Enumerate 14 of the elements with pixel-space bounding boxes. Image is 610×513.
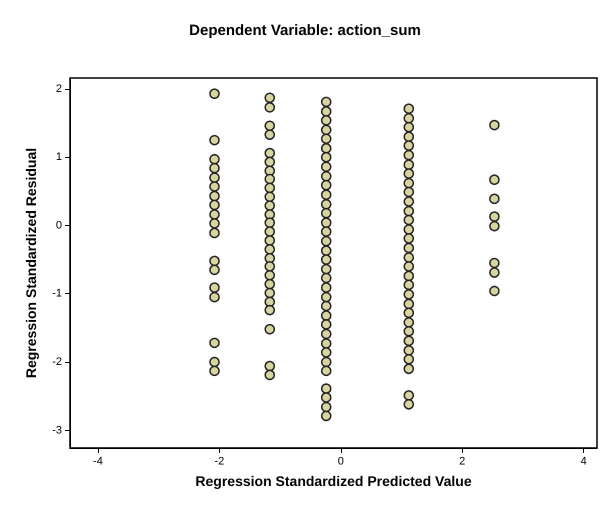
- y-tick-label: 2: [56, 82, 62, 95]
- x-tick-label: -4: [93, 456, 103, 468]
- x-tick-label: 0: [338, 456, 344, 468]
- y-tick-label: 1: [56, 151, 62, 164]
- y-axis-title: Regression Standardized Residual: [23, 148, 39, 378]
- x-axis-title: Regression Standardized Predicted Value: [195, 473, 472, 489]
- chart-title: Dependent Variable: action_sum: [189, 22, 421, 39]
- y-tick-label: -2: [52, 356, 62, 368]
- y-tick-label: -3: [52, 424, 62, 436]
- x-tick-label: 4: [580, 456, 587, 468]
- y-tick-label: -1: [52, 288, 62, 300]
- x-tick-label: 2: [459, 456, 466, 468]
- x-tick-label: -2: [214, 456, 224, 468]
- y-tick-label: 0: [56, 219, 62, 232]
